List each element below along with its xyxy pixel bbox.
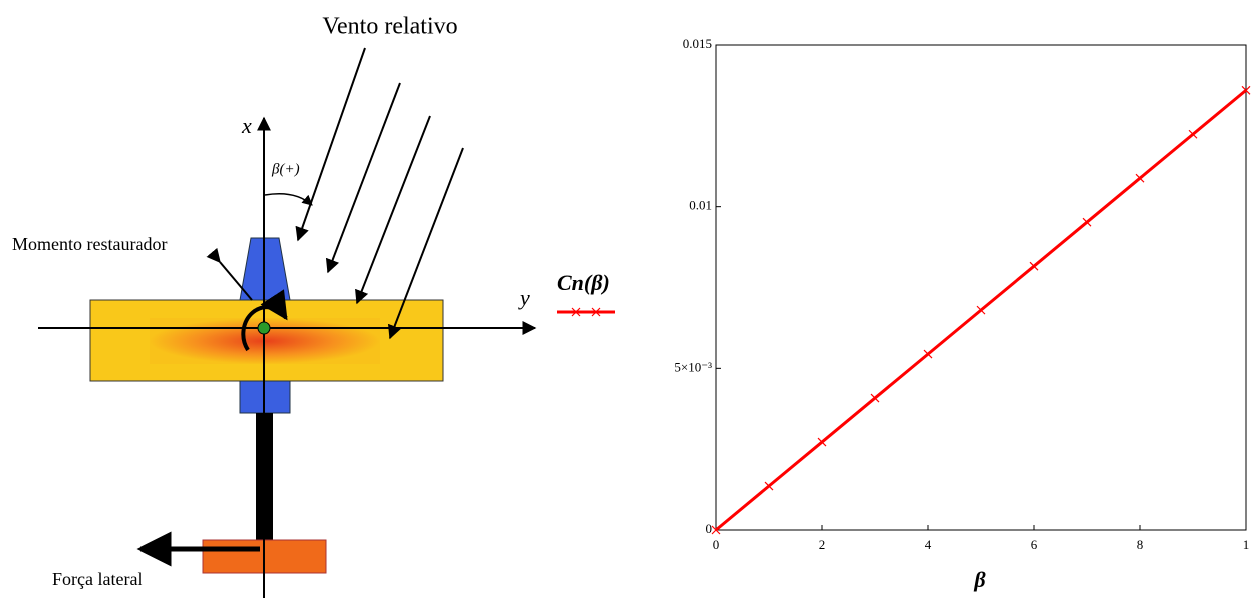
- x-tick-label: 1: [1243, 537, 1250, 552]
- x-tick-label: 8: [1137, 537, 1144, 552]
- point-marker: [765, 482, 773, 490]
- point-marker: [1030, 262, 1038, 270]
- x-axis-title: β: [973, 567, 986, 592]
- x-tick-label: 4: [925, 537, 932, 552]
- point-marker: [871, 394, 879, 402]
- y-tick-label: 0.01: [689, 198, 712, 213]
- angle-arc: [265, 194, 312, 205]
- y-axis-label: y: [518, 285, 530, 310]
- x-axis-label: x: [241, 113, 252, 138]
- x-tick-label: 0: [713, 537, 720, 552]
- wind-label: Vento relativo: [322, 14, 457, 40]
- moment-label: Momento restaurador: [12, 234, 167, 254]
- point-marker: [977, 306, 985, 314]
- point-marker: [1189, 130, 1197, 138]
- angle-label: β(+): [271, 161, 300, 177]
- diagram: Vento relativo x β(+) Momento restaurado…: [12, 14, 535, 598]
- y-tick-label: 5×10⁻³: [674, 359, 712, 374]
- page: {"diagram": {"wind_label": "Vento relati…: [0, 0, 1253, 598]
- point-marker: [1083, 218, 1091, 226]
- y-tick-label: 0: [706, 521, 713, 536]
- wind-arrow: [357, 116, 430, 303]
- point-marker: [818, 438, 826, 446]
- wind-arrow: [328, 83, 400, 272]
- y-tick-label: 0.015: [683, 36, 712, 51]
- point-marker: [924, 350, 932, 358]
- cg: [258, 322, 270, 334]
- x-tick-label: 6: [1031, 537, 1038, 552]
- force-label: Força lateral: [52, 569, 142, 589]
- figure: Vento relativo x β(+) Momento restaurado…: [0, 0, 1253, 598]
- point-marker: [1136, 174, 1144, 182]
- legend-label: Cn(β): [557, 270, 610, 295]
- x-tick-label: 2: [819, 537, 826, 552]
- wind-arrow: [298, 48, 365, 240]
- plot-frame: [716, 45, 1246, 530]
